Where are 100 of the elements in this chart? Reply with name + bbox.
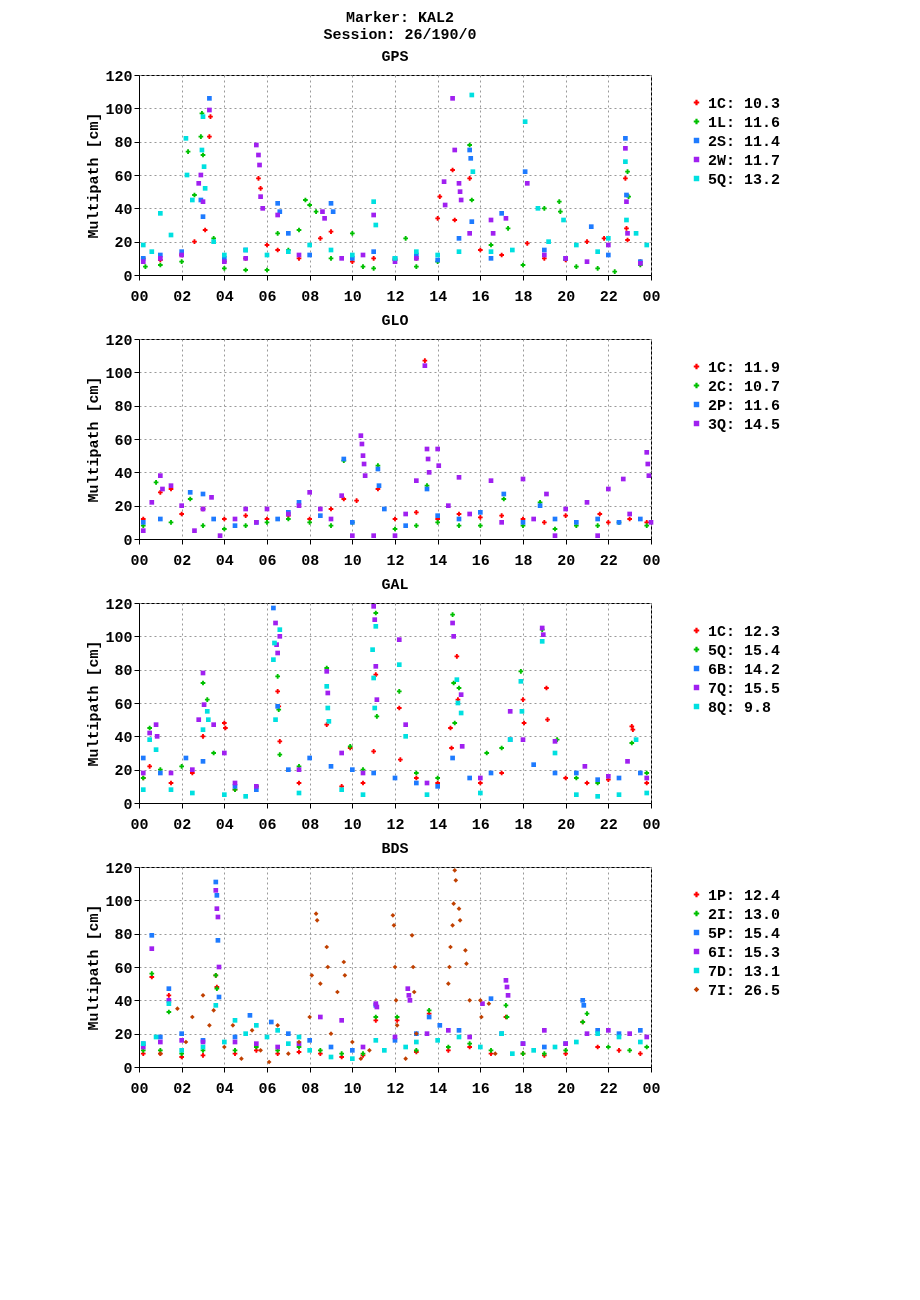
legend-label: 1C: 11.9 [708, 359, 781, 377]
x-tick-label: 18 [514, 816, 533, 834]
legend-label: 2C: 10.7 [708, 378, 781, 396]
y-tick-label: 60 [114, 960, 133, 978]
legend-label: 1C: 10.3 [708, 95, 781, 113]
y-tick-label: 60 [114, 168, 133, 186]
x-tick-label: 12 [386, 1080, 405, 1098]
y-axis-title: Multipath [cm] [86, 640, 104, 767]
y-axis-title: Multipath [cm] [86, 904, 104, 1031]
x-tick-label: 06 [258, 552, 277, 570]
x-tick-label: 08 [301, 1080, 320, 1098]
legend-label: 8Q: 9.8 [708, 699, 772, 717]
x-tick-label: 06 [258, 1080, 277, 1098]
y-tick-label: 0 [123, 532, 133, 550]
y-tick-label: 120 [105, 860, 133, 878]
x-tick-label: 22 [599, 1080, 618, 1098]
y-tick-label: 20 [114, 763, 133, 781]
x-tick-label: 08 [301, 288, 320, 306]
x-tick-label: 06 [258, 288, 277, 306]
legend-label: 1P: 12.4 [708, 887, 781, 905]
x-tick-label: 02 [173, 288, 192, 306]
y-tick-label: 20 [114, 499, 133, 517]
y-tick-label: 100 [105, 629, 133, 647]
y-tick-label: 120 [105, 596, 133, 614]
x-tick-label: 16 [471, 288, 490, 306]
y-tick-label: 20 [114, 1027, 133, 1045]
legend-label: 6I: 15.3 [708, 944, 781, 962]
y-axis-title: Multipath [cm] [86, 376, 104, 503]
legend-label: 2P: 11.6 [708, 397, 781, 415]
x-tick-label: 20 [557, 1080, 576, 1098]
legend-label: 1C: 12.3 [708, 623, 781, 641]
chart-title: GPS [381, 49, 409, 66]
x-tick-label: 16 [471, 1080, 490, 1098]
y-tick-label: 40 [114, 465, 133, 483]
text: Marker: KAL2 [345, 10, 455, 27]
y-tick-label: 120 [105, 68, 133, 86]
x-tick-label: 18 [514, 552, 533, 570]
y-tick-label: 20 [114, 235, 133, 253]
x-tick-label: 16 [471, 816, 490, 834]
x-tick-label: 10 [343, 288, 362, 306]
y-tick-label: 40 [114, 729, 133, 747]
x-tick-label: 08 [301, 552, 320, 570]
y-tick-label: 100 [105, 893, 133, 911]
y-tick-label: 100 [105, 365, 133, 383]
x-tick-label: 18 [514, 1080, 533, 1098]
text: Session: 26/190/0 [322, 27, 478, 44]
y-tick-label: 40 [114, 993, 133, 1011]
legend-label: 2I: 13.0 [708, 906, 781, 924]
x-tick-label: 04 [215, 1080, 234, 1098]
y-tick-label: 80 [114, 135, 133, 153]
x-tick-label: 00 [130, 816, 149, 834]
y-tick-label: 120 [105, 332, 133, 350]
y-tick-label: 60 [114, 432, 133, 450]
x-tick-label: 00 [130, 552, 149, 570]
x-tick-label: 14 [429, 1080, 448, 1098]
x-tick-label: 20 [557, 816, 576, 834]
y-tick-label: 80 [114, 927, 133, 945]
y-tick-label: 0 [123, 1060, 133, 1078]
y-axis-title: Multipath [cm] [86, 112, 104, 239]
legend-label: 2W: 11.7 [708, 152, 781, 170]
x-tick-label: 18 [514, 288, 533, 306]
legend-label: 1L: 11.6 [708, 114, 781, 132]
legend-label: 5P: 15.4 [708, 925, 781, 943]
legend-label: 7D: 13.1 [708, 963, 781, 981]
y-tick-label: 60 [114, 696, 133, 714]
legend-label: 7I: 26.5 [708, 982, 781, 1000]
chart-title: BDS [381, 841, 409, 858]
x-tick-label: 14 [429, 552, 448, 570]
legend-label: 5Q: 13.2 [708, 171, 781, 189]
x-tick-label: 00 [642, 288, 661, 306]
x-tick-label: 00 [642, 552, 661, 570]
legend-label: 5Q: 15.4 [708, 642, 781, 660]
x-tick-label: 20 [557, 288, 576, 306]
x-tick-label: 22 [599, 552, 618, 570]
y-tick-label: 0 [123, 796, 133, 814]
x-tick-label: 16 [471, 552, 490, 570]
chart-title: GLO [381, 313, 409, 330]
x-tick-label: 04 [215, 816, 234, 834]
legend-label: 6B: 14.2 [708, 661, 781, 679]
x-tick-label: 00 [130, 288, 149, 306]
x-tick-label: 10 [343, 1080, 362, 1098]
x-tick-label: 08 [301, 816, 320, 834]
x-tick-label: 20 [557, 552, 576, 570]
x-tick-label: 22 [599, 288, 618, 306]
x-tick-label: 10 [343, 552, 362, 570]
x-tick-label: 00 [130, 1080, 149, 1098]
legend-label: 7Q: 15.5 [708, 680, 781, 698]
y-tick-label: 80 [114, 399, 133, 417]
x-tick-label: 14 [429, 816, 448, 834]
x-tick-label: 12 [386, 552, 405, 570]
y-tick-label: 0 [123, 268, 133, 286]
legend-label: 3Q: 14.5 [708, 416, 781, 434]
legend-label: 2S: 11.4 [708, 133, 781, 151]
x-tick-label: 04 [215, 552, 234, 570]
x-tick-label: 04 [215, 288, 234, 306]
x-tick-label: 02 [173, 552, 192, 570]
x-tick-label: 00 [642, 1080, 661, 1098]
x-tick-label: 02 [173, 1080, 192, 1098]
y-tick-label: 80 [114, 663, 133, 681]
x-tick-label: 12 [386, 288, 405, 306]
